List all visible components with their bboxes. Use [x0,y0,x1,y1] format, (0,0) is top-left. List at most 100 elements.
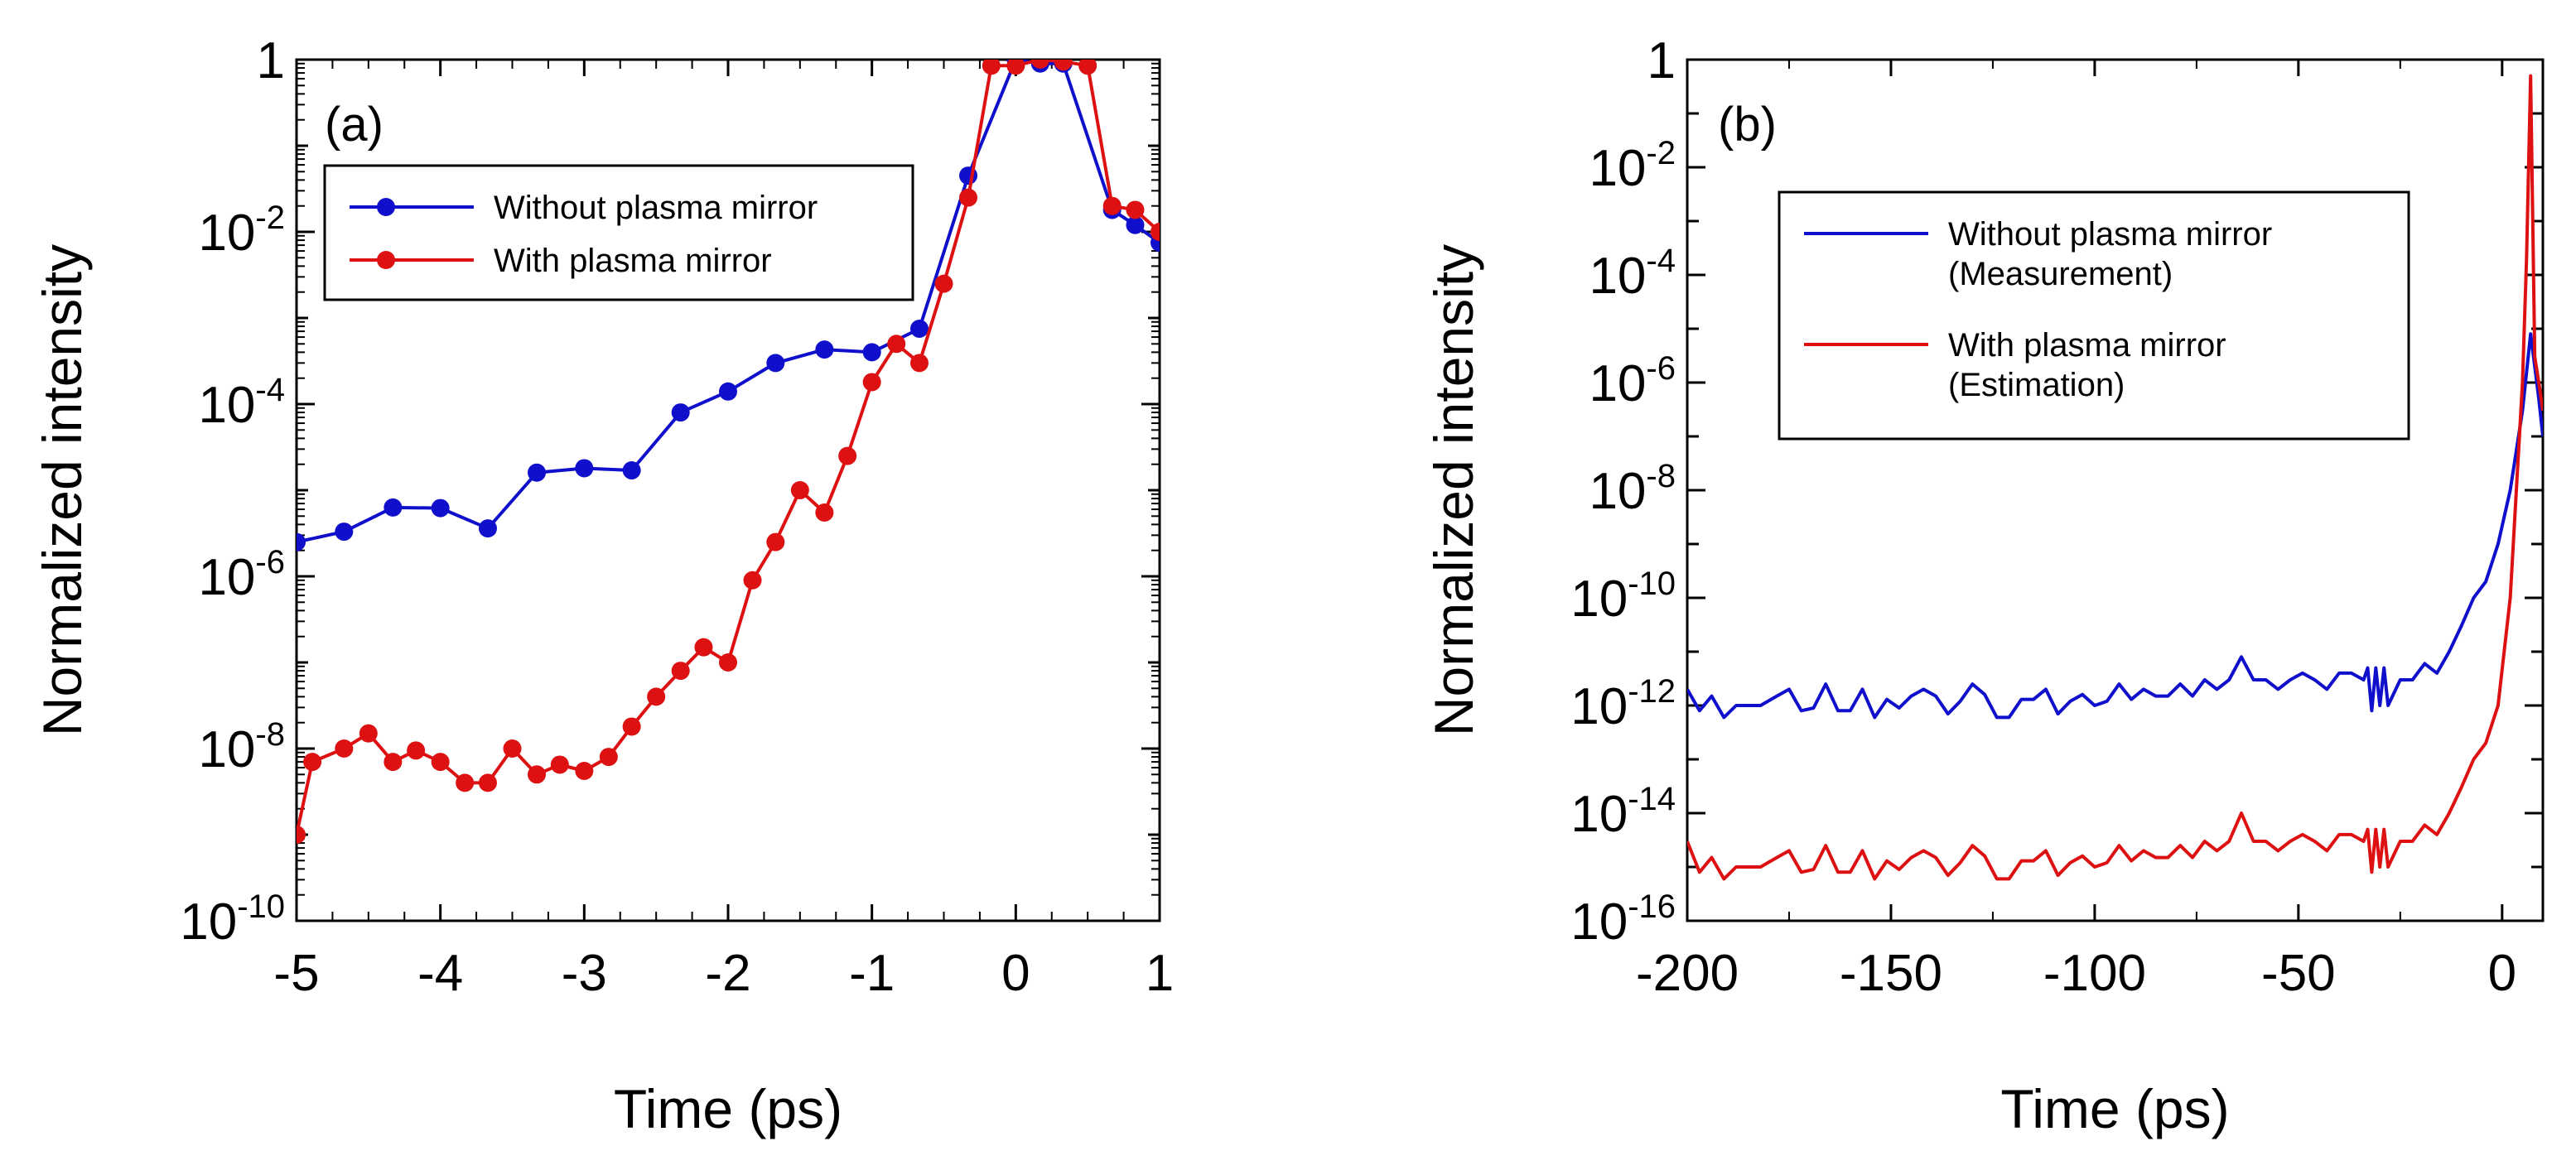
x-axis: -5 -4 -3 -2 -1 0 1 [273,60,1174,1002]
legend-marker [377,251,395,269]
legend-sublabel: (Estimation) [1948,367,2125,403]
y-tick-label: 10-4 [1589,243,1676,305]
data-point [719,382,737,401]
data-point [1078,60,1097,75]
plot-area [1687,74,2543,881]
legend-label: With plasma mirror [494,243,772,279]
data-point [431,753,450,772]
data-point [478,519,497,538]
data-point [815,503,834,522]
data-point [297,826,306,844]
data-point [862,373,881,392]
data-point [503,739,522,758]
data-point [982,60,1001,75]
x-tick-label: 1 [1146,945,1174,1002]
data-point [1102,196,1122,215]
x-tick-label: -3 [562,945,607,1002]
data-point [934,274,953,293]
x-tick-label: 0 [1001,945,1030,1002]
legend-label: With plasma mirror [1948,327,2226,364]
series-line-without-plasma-mirror [1687,332,2543,720]
data-point [1126,200,1145,219]
y-tick-label: 1 [257,32,285,89]
y-tick-label: 10-6 [198,544,285,606]
y-tick-label: 10-14 [1570,781,1676,843]
data-point [1054,60,1073,71]
legend-label: Without plasma mirror [1948,216,2272,253]
data-point [719,653,737,672]
y-axis-title: Normalized intensity [1423,244,1484,736]
data-point [359,724,378,743]
data-point [1151,223,1160,241]
x-tick-label: -200 [1636,945,1739,1002]
x-tick-label: 0 [2488,945,2516,1002]
data-point [862,343,881,362]
data-point [909,319,929,338]
legend-marker [377,198,395,216]
data-point [790,481,809,499]
data-point [550,755,569,774]
y-axis: 1 10-2 10-4 10-6 10-8 10-10 10-12 10-14 10-16 [1570,32,2543,951]
y-axis: 1 10-2 10-4 10-6 10-8 10-10 [180,32,1160,951]
x-tick-label: -1 [849,945,895,1002]
panel-label: (a) [325,98,384,152]
y-tick-label: 10-12 [1570,673,1676,735]
x-tick-label: -4 [417,945,463,1002]
data-point [303,753,322,772]
plot-frame [1686,58,2545,922]
data-point [622,461,641,480]
data-point [815,340,834,359]
legend-label: Without plasma mirror [494,190,818,226]
x-tick-label: -150 [1840,945,1942,1002]
data-point [671,403,690,422]
y-tick-label: 10-2 [1589,135,1676,197]
x-axis: -200 -150 -100 -50 0 [1636,60,2516,1002]
y-tick-label: 1 [1647,32,1676,89]
legend: Without plasma mirror(Measurement) With p… [1778,190,2410,441]
legend: Without plasma mirror With plasma mirror [323,164,914,301]
plot-area [297,60,1160,844]
data-point [1006,60,1025,75]
data-point [384,753,403,772]
data-point [528,463,547,482]
data-point [887,335,906,354]
x-axis-title: Time (ps) [614,1078,842,1139]
panel-b-chart: 1 10-2 10-4 10-6 10-8 10-10 10-12 10-14 10-16-20… [1423,32,2545,1139]
data-point [599,748,618,767]
data-point [335,522,354,542]
x-tick-label: -2 [705,945,750,1002]
x-tick-label: -5 [273,945,319,1002]
data-point [622,717,641,736]
data-point [743,571,762,590]
data-point [407,741,426,760]
y-tick-label: 10-10 [180,888,285,951]
data-point [671,662,690,681]
panel-label: (b) [1718,98,1777,152]
data-point [575,762,594,781]
legend-box [323,164,914,301]
data-point [1030,60,1049,69]
data-point [766,354,785,373]
data-point [478,773,497,792]
data-point [909,354,929,373]
data-point [456,773,475,792]
x-axis-title: Time (ps) [2000,1078,2229,1139]
y-tick-label: 10-16 [1570,888,1676,951]
data-point [431,498,450,518]
y-axis-title: Normalized intensity [31,244,93,736]
data-point [384,498,403,517]
data-point [766,532,785,551]
x-tick-label: -50 [2261,945,2336,1002]
y-tick-label: 10-10 [1570,566,1676,628]
data-point [838,446,857,465]
y-tick-label: 10-4 [198,372,285,434]
data-point [694,638,713,657]
panel-a-chart: 1 10-2 10-4 10-6 10-8 10-10-5 -4 -3 -2 -1 0 1 Time (… [31,32,1174,1139]
data-point [335,739,354,758]
data-point [297,532,306,551]
y-tick-label: 10-2 [198,200,285,262]
x-tick-label: -100 [2043,945,2146,1002]
data-point [1126,215,1145,234]
y-tick-label: 10-6 [1589,350,1676,412]
